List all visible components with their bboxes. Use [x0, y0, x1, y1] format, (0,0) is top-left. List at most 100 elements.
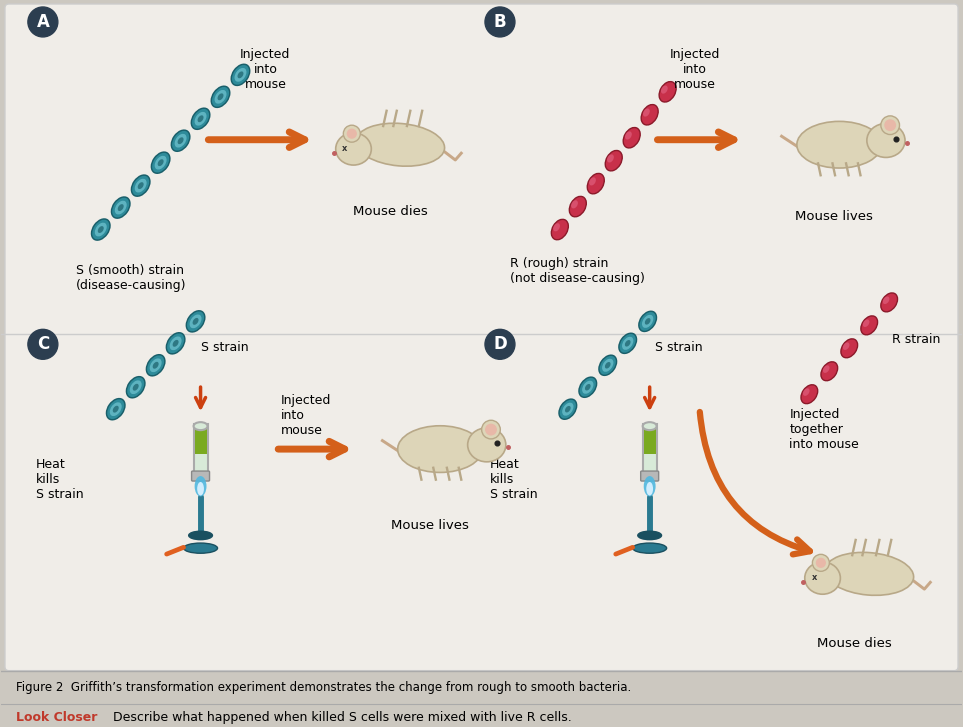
Ellipse shape: [642, 315, 653, 328]
Ellipse shape: [115, 201, 127, 214]
Ellipse shape: [230, 63, 250, 87]
Ellipse shape: [638, 531, 662, 539]
Ellipse shape: [150, 151, 170, 174]
Ellipse shape: [552, 220, 568, 240]
Ellipse shape: [639, 312, 656, 331]
Text: Injected
into
mouse: Injected into mouse: [669, 48, 719, 91]
FancyBboxPatch shape: [640, 471, 659, 481]
Ellipse shape: [192, 109, 209, 129]
Ellipse shape: [863, 319, 870, 327]
Ellipse shape: [172, 340, 178, 347]
Circle shape: [813, 555, 829, 571]
Ellipse shape: [582, 381, 593, 394]
Ellipse shape: [232, 65, 249, 84]
Text: Injected
into
mouse: Injected into mouse: [280, 394, 330, 437]
Text: Look Closer: Look Closer: [16, 710, 97, 723]
Ellipse shape: [602, 358, 613, 371]
Ellipse shape: [191, 108, 211, 130]
Ellipse shape: [111, 196, 131, 219]
Ellipse shape: [166, 332, 186, 355]
Ellipse shape: [197, 482, 204, 496]
Ellipse shape: [212, 87, 229, 107]
Ellipse shape: [131, 174, 150, 197]
Ellipse shape: [642, 422, 657, 430]
Ellipse shape: [641, 105, 658, 125]
Text: Heat
kills
S strain: Heat kills S strain: [36, 457, 84, 501]
Ellipse shape: [622, 337, 634, 350]
Ellipse shape: [600, 356, 615, 374]
Text: Figure 2  Griffith’s transformation experiment demonstrates the change from roug: Figure 2 Griffith’s transformation exper…: [16, 680, 631, 694]
Text: Describe what happened when killed S cells were mixed with live R cells.: Describe what happened when killed S cel…: [109, 710, 571, 723]
Text: Heat
kills
S strain: Heat kills S strain: [490, 457, 537, 501]
Ellipse shape: [607, 154, 613, 163]
Circle shape: [884, 119, 897, 131]
Ellipse shape: [820, 362, 838, 381]
Text: R (rough) strain
(not disease-causing): R (rough) strain (not disease-causing): [510, 257, 645, 286]
Ellipse shape: [571, 200, 578, 209]
Ellipse shape: [619, 334, 636, 353]
Ellipse shape: [130, 380, 142, 394]
Polygon shape: [642, 424, 657, 474]
Ellipse shape: [92, 220, 109, 239]
Text: S (smooth) strain
(disease-causing): S (smooth) strain (disease-causing): [76, 265, 186, 292]
Ellipse shape: [127, 377, 144, 397]
Circle shape: [482, 420, 501, 439]
Text: C: C: [37, 335, 49, 353]
Ellipse shape: [578, 377, 597, 398]
Circle shape: [344, 125, 360, 142]
Ellipse shape: [565, 406, 571, 412]
Ellipse shape: [177, 137, 184, 144]
Ellipse shape: [174, 134, 187, 148]
Ellipse shape: [843, 342, 849, 350]
Ellipse shape: [193, 318, 198, 325]
Ellipse shape: [623, 127, 640, 148]
Ellipse shape: [605, 150, 622, 171]
Ellipse shape: [398, 426, 482, 473]
Ellipse shape: [468, 428, 506, 462]
Ellipse shape: [803, 388, 810, 396]
Ellipse shape: [215, 90, 226, 104]
Ellipse shape: [355, 124, 445, 166]
Circle shape: [485, 329, 515, 359]
Ellipse shape: [589, 177, 596, 185]
Ellipse shape: [580, 378, 596, 397]
Ellipse shape: [158, 159, 164, 166]
Ellipse shape: [94, 222, 107, 236]
Ellipse shape: [172, 131, 189, 150]
FancyBboxPatch shape: [192, 471, 210, 481]
Ellipse shape: [553, 223, 560, 231]
Ellipse shape: [113, 406, 118, 413]
Ellipse shape: [867, 124, 905, 158]
Text: x: x: [342, 144, 348, 153]
Ellipse shape: [841, 339, 858, 358]
Ellipse shape: [638, 310, 657, 332]
Text: x: x: [812, 573, 817, 582]
Circle shape: [485, 7, 515, 37]
Ellipse shape: [107, 399, 124, 419]
Ellipse shape: [235, 68, 247, 81]
Ellipse shape: [197, 116, 203, 122]
Text: B: B: [494, 13, 507, 31]
Ellipse shape: [117, 204, 123, 211]
Text: S strain: S strain: [200, 341, 248, 354]
Ellipse shape: [98, 226, 104, 233]
Ellipse shape: [883, 297, 890, 304]
Ellipse shape: [152, 153, 169, 172]
Ellipse shape: [190, 315, 201, 329]
Ellipse shape: [155, 156, 167, 169]
Ellipse shape: [211, 86, 230, 108]
Ellipse shape: [646, 482, 653, 496]
Circle shape: [28, 7, 58, 37]
Ellipse shape: [132, 176, 149, 196]
Text: Injected
together
into mouse: Injected together into mouse: [790, 408, 859, 451]
Text: Mouse dies: Mouse dies: [817, 637, 892, 650]
Ellipse shape: [598, 355, 617, 376]
Ellipse shape: [336, 133, 372, 165]
Ellipse shape: [106, 398, 126, 420]
Ellipse shape: [861, 316, 877, 335]
Ellipse shape: [661, 86, 667, 94]
Ellipse shape: [238, 71, 244, 79]
Circle shape: [485, 424, 497, 435]
Ellipse shape: [195, 112, 206, 126]
Ellipse shape: [195, 476, 206, 497]
